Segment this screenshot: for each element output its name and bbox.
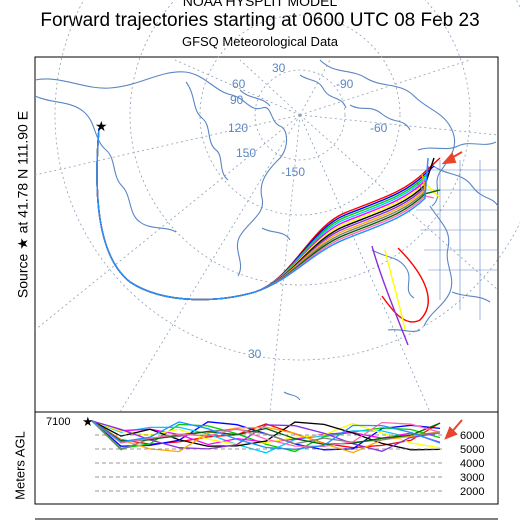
grid-label-30-south: 30 <box>248 347 262 361</box>
map-trajectories <box>96 127 441 346</box>
graticule <box>34 0 520 413</box>
grid-label-90: 90 <box>230 93 244 107</box>
model-name: NOAA HYSPLIT MODEL <box>182 0 338 9</box>
trajectory-line <box>96 127 429 301</box>
altitude-top-label: 7100 <box>46 416 70 428</box>
altitude-trajectories <box>91 420 441 454</box>
page-title: Forward trajectories starting at 0600 UT… <box>40 10 480 31</box>
trajectory-branch <box>381 247 429 323</box>
trajectory-branch <box>384 249 406 331</box>
map-layer: 30 60 90 120 150 -150 -90 -60 30 <box>34 0 520 413</box>
grid-label-150: 150 <box>236 146 256 160</box>
grid-label-minus-60: -60 <box>370 121 388 135</box>
altitude-tick-3000: 3000 <box>460 472 484 484</box>
altitude-trajectory-line <box>91 420 441 450</box>
grid-label-60: 60 <box>232 77 246 91</box>
map-frame <box>34 56 499 413</box>
altitude-tick-4000: 4000 <box>460 458 484 470</box>
altitude-trajectory-line <box>91 420 441 446</box>
trajectory-branch <box>371 245 409 346</box>
star-icon: ★ <box>82 415 94 430</box>
altitude-trajectory-line <box>91 420 441 454</box>
altitude-frame <box>34 411 499 505</box>
state-borders <box>410 160 498 320</box>
altitude-trajectory-line <box>91 420 441 451</box>
altitude-tick-5000: 5000 <box>460 444 484 456</box>
grid-label-120: 120 <box>228 121 248 135</box>
arrow-icon <box>441 151 463 165</box>
altitude-tick-6000: 6000 <box>460 430 484 442</box>
coastlines <box>34 59 499 401</box>
altitude-grid <box>95 434 445 492</box>
altitude-trajectory-line <box>91 420 441 453</box>
star-icon: ★ <box>95 119 108 135</box>
arrow-icon <box>444 419 463 440</box>
grid-label-minus-90: -90 <box>336 77 354 91</box>
page-subtitle: GFSQ Meteorological Data <box>181 34 339 49</box>
trajectory-line <box>96 127 429 301</box>
grid-labels: 30 60 90 120 150 -150 -90 -60 30 <box>228 61 388 361</box>
altitude-trajectory-line <box>91 420 441 449</box>
altitude-trajectory-line <box>91 420 441 448</box>
grid-label-minus-150: -150 <box>281 165 305 179</box>
grid-label-30: 30 <box>272 61 286 75</box>
trajectory-line <box>96 127 429 301</box>
altitude-tick-2000: 2000 <box>460 486 484 498</box>
